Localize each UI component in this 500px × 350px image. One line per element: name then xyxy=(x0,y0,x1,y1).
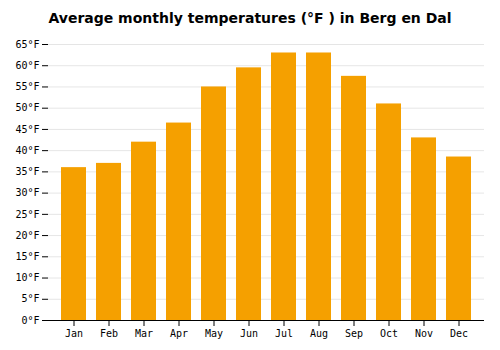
svg-text:Sep: Sep xyxy=(345,328,363,339)
svg-text:Feb: Feb xyxy=(100,328,118,339)
svg-text:55°F: 55°F xyxy=(15,81,39,92)
svg-text:Dec: Dec xyxy=(450,328,468,339)
svg-text:15°F: 15°F xyxy=(15,251,39,262)
svg-text:0°F: 0°F xyxy=(21,315,39,326)
html-text:Average monthly temperatures (: Average monthly temperatures (°F ) in Be… xyxy=(48,10,452,26)
svg-text:Jan: Jan xyxy=(65,328,83,339)
svg-text:Jul: Jul xyxy=(275,328,293,339)
svg-text:60°F: 60°F xyxy=(15,60,39,71)
svg-text:40°F: 40°F xyxy=(15,145,39,156)
svg-text:Oct: Oct xyxy=(380,328,398,339)
svg-text:Aug: Aug xyxy=(310,328,328,339)
svg-text:10°F: 10°F xyxy=(15,272,39,283)
svg-text:25°F: 25°F xyxy=(15,209,39,220)
svg-text:30°F: 30°F xyxy=(15,187,39,198)
svg-text:Mar: Mar xyxy=(135,328,153,339)
svg-text:35°F: 35°F xyxy=(15,166,39,177)
svg-text:Jun: Jun xyxy=(240,328,258,339)
svg-text:Nov: Nov xyxy=(415,328,433,339)
svg-text:Apr: Apr xyxy=(170,328,188,339)
svg-text:65°F: 65°F xyxy=(15,39,39,50)
svg-text:50°F: 50°F xyxy=(15,102,39,113)
svg-text:45°F: 45°F xyxy=(15,124,39,135)
svg-text:20°F: 20°F xyxy=(15,230,39,241)
svg-text:May: May xyxy=(205,328,223,339)
svg-text:5°F: 5°F xyxy=(21,293,39,304)
